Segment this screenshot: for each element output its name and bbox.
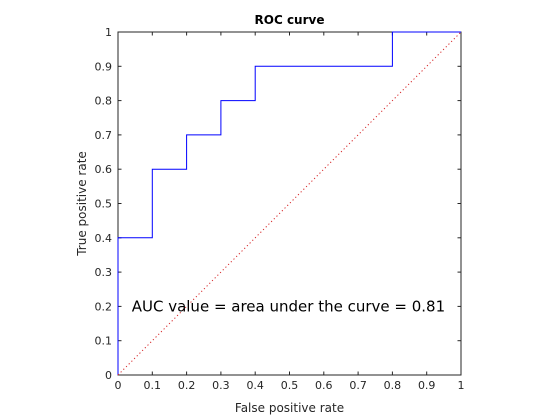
axes: 0 0.1 0.2 0.3 0.4 0.5 0.6 0.7 0.8 0.9 1 0 0.1 0.2 0.3…	[95, 26, 465, 392]
x-tick-label: 0.7	[349, 379, 367, 392]
y-tick-label: 0.9	[95, 60, 113, 73]
x-tick-label: 1	[458, 379, 465, 392]
series-layer	[117, 31, 462, 376]
x-tick-label: 0.5	[281, 379, 299, 392]
y-tick-label: 0.3	[95, 266, 113, 279]
y-tick-label: 0.4	[95, 232, 113, 245]
x-tick-label: 0.9	[418, 379, 436, 392]
x-tick-label: 0.1	[144, 379, 162, 392]
x-tick-label: 0.4	[246, 379, 264, 392]
x-tick-label: 0.6	[315, 379, 333, 392]
x-tick-label: 0.2	[178, 379, 196, 392]
y-tick-label: 0.6	[95, 163, 113, 176]
x-axis-ticks: 0 0.1 0.2 0.3 0.4 0.5 0.6 0.7 0.8 0.9 1	[115, 32, 465, 392]
y-tick-label: 1	[105, 26, 112, 39]
y-tick-label: 0.5	[95, 198, 113, 211]
x-tick-label: 0.3	[212, 379, 230, 392]
roc-curve-line	[117, 31, 461, 375]
y-axis-label: True positive rate	[75, 151, 89, 257]
y-tick-label: 0	[105, 369, 112, 382]
auc-annotation: AUC value = area under the curve = 0.81	[132, 297, 445, 315]
chart-title: ROC curve	[255, 13, 325, 27]
chance-diagonal-line	[117, 31, 462, 376]
y-tick-label: 0.1	[95, 335, 113, 348]
x-axis-label: False positive rate	[235, 401, 344, 415]
y-axis-ticks: 0 0.1 0.2 0.3 0.4 0.5 0.6 0.7 0.8 0.9 1	[95, 26, 461, 382]
x-tick-label: 0.8	[384, 379, 402, 392]
x-tick-label: 0	[115, 379, 122, 392]
y-tick-label: 0.2	[95, 300, 113, 313]
y-tick-label: 0.8	[95, 95, 113, 108]
y-tick-label: 0.7	[95, 129, 113, 142]
